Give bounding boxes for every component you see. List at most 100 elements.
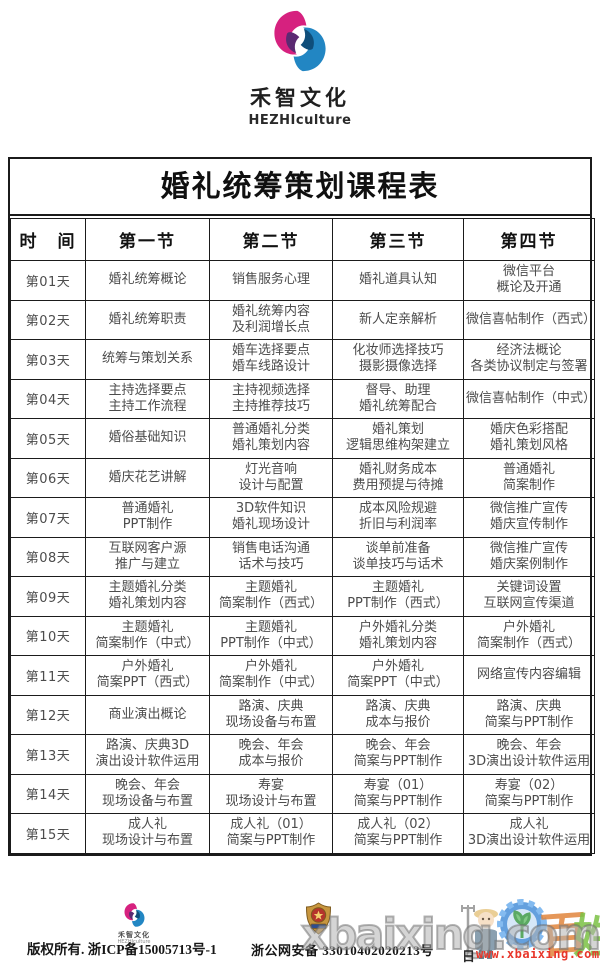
header-brand: 禾智文化 HEZHIculture — [0, 8, 600, 128]
column-header-session1: 第一节 — [85, 218, 210, 261]
session-cell: 成人礼 3D演出设计软件运用 — [463, 813, 595, 854]
day-cell: 第10天 — [10, 615, 86, 656]
session-cell: 微信推广宣传 婚庆宣传制作 — [463, 497, 595, 538]
copyright-text: 版权所有. 浙ICP备15005713号-1 — [27, 942, 217, 957]
table-row: 第03天 统筹与策划关系 婚车选择要点 婚车线路设计 化妆师选择技巧 摄影摄像选… — [10, 339, 595, 380]
day-cell: 第13天 — [10, 734, 86, 775]
session-cell: 微信喜帖制作（西式） — [463, 299, 596, 340]
table-row: 第11天 户外婚礼 简案PPT（西式） 户外婚礼 简案制作（中式） 户外婚礼 简… — [10, 655, 595, 696]
table-row: 第12天 商业演出概论 路演、庆典 现场设备与布置 路演、庆典 成本与报价 路演… — [10, 694, 595, 735]
footer-brand: 禾智文化 HEZHIculture — [100, 902, 168, 945]
police-badge-icon — [305, 902, 332, 935]
session-cell: 销售服务心理 — [209, 260, 333, 301]
session-cell: 晚会、年会 现场设备与布置 — [85, 773, 210, 814]
footer: 禾智文化 HEZHIculture 版权所有. 浙ICP备15005713号-1… — [0, 890, 600, 972]
session-cell: 成人礼（01） 简案与PPT制作 — [209, 813, 333, 854]
day-cell: 第14天 — [10, 773, 86, 814]
session-cell: 婚礼策划 逻辑思维构架建立 — [332, 418, 464, 459]
table-row: 第01天 婚礼统筹概论 销售服务心理 婚礼道具认知 微信平台 概论及开通 — [10, 260, 595, 301]
session-cell: 晚会、年会 3D演出设计软件运用 — [463, 734, 595, 775]
brand-name-cn: 禾智文化 — [250, 86, 350, 110]
day-cell: 第15天 — [10, 813, 86, 854]
day-cell: 第11天 — [10, 655, 86, 696]
session-cell: 普通婚礼 PPT制作 — [85, 497, 210, 538]
table-row: 第04天 主持选择要点 主持工作流程 主持视频选择 主持推荐技巧 督导、助理 婚… — [10, 378, 596, 419]
session-cell: 成人礼 现场设计与布置 — [85, 813, 210, 854]
table-row: 第08天 互联网客户源 推广与建立 销售电话沟通 话术与技巧 谈单前准备 谈单技… — [10, 536, 595, 577]
session-cell: 主题婚礼分类 婚礼策划内容 — [85, 576, 210, 617]
session-cell: 普通婚礼分类 婚礼策划内容 — [209, 418, 333, 459]
session-cell: 路演、庆典3D 演出设计软件运用 — [85, 734, 210, 775]
day-cell: 第02天 — [10, 299, 86, 340]
session-cell: 销售电话沟通 话术与技巧 — [209, 536, 333, 577]
session-cell: 婚俗基础知识 — [85, 418, 210, 459]
session-cell: 督导、助理 婚礼统筹配合 — [332, 378, 464, 419]
session-cell: 户外婚礼 简案PPT（中式） — [332, 655, 464, 696]
police-registration-text: 浙公网安备 33010402020213号 — [251, 943, 434, 958]
footer-brand-cn: 禾智文化 — [118, 931, 150, 939]
column-header-time: 时 间 — [10, 218, 86, 261]
session-cell: 谈单前准备 谈单技巧与话术 — [332, 536, 464, 577]
session-cell: 户外婚礼 简案制作（中式） — [209, 655, 333, 696]
table-row: 第07天 普通婚礼 PPT制作 3D软件知识 婚礼现场设计 成本风险规避 折旧与… — [10, 497, 595, 538]
session-cell: 化妆师选择技巧 摄影摄像选择 — [332, 339, 464, 380]
hezhi-logo-small-icon — [124, 903, 144, 927]
table-row: 第02天 婚礼统筹职责 婚礼统筹内容 及利润增长点 新人定亲解析 微信喜帖制作（… — [10, 299, 596, 340]
table-row: 第06天 婚庆花艺讲解 灯光音响 设计与配置 婚礼财务成本 费用预提与待摊 普通… — [10, 457, 595, 498]
column-header-session2: 第二节 — [209, 218, 333, 261]
session-cell: 微信推广宣传 婚庆案例制作 — [463, 536, 595, 577]
hezhi-logo-icon — [274, 10, 326, 72]
session-cell: 经济法概论 各类协议制定与签署 — [463, 339, 595, 380]
day-cell: 第07天 — [10, 497, 86, 538]
footer-brand-en: HEZHIculture — [117, 939, 151, 945]
session-cell: 婚礼统筹概论 — [85, 260, 210, 301]
table-row: 第15天 成人礼 现场设计与布置 成人礼（01） 简案与PPT制作 成人礼（02… — [10, 813, 595, 854]
session-cell: 户外婚礼分类 婚礼策划内容 — [332, 615, 464, 656]
session-cell: 婚礼统筹内容 及利润增长点 — [209, 299, 333, 340]
brand-name-en: HEZHIculture — [248, 113, 352, 128]
day-cell: 第09天 — [10, 576, 86, 617]
session-cell: 网络宣传内容编辑 — [463, 655, 595, 696]
session-cell: 路演、庆典 现场设备与布置 — [209, 694, 333, 735]
day-cell: 第12天 — [10, 694, 86, 735]
session-cell: 晚会、年会 简案与PPT制作 — [332, 734, 464, 775]
schedule-grid: 时 间 第一节 第二节 第三节 第四节 第01天 婚礼统筹概论 销售服务心理 婚… — [10, 218, 596, 854]
session-cell: 普通婚礼 简案制作 — [463, 457, 595, 498]
session-cell: 主持视频选择 主持推荐技巧 — [209, 378, 333, 419]
day-cell: 第04天 — [10, 378, 86, 419]
session-cell: 户外婚礼 简案制作（西式） — [463, 615, 595, 656]
session-cell: 成本风险规避 折旧与利润率 — [332, 497, 464, 538]
table-row: 第05天 婚俗基础知识 普通婚礼分类 婚礼策划内容 婚礼策划 逻辑思维构架建立 … — [10, 418, 595, 459]
session-cell: 寿宴（01） 简案与PPT制作 — [332, 773, 464, 814]
session-cell: 晚会、年会 成本与报价 — [209, 734, 333, 775]
column-header-session4: 第四节 — [463, 218, 595, 261]
session-cell: 互联网客户源 推广与建立 — [85, 536, 210, 577]
session-cell: 路演、庆典 成本与报价 — [332, 694, 464, 735]
day-cell: 第05天 — [10, 418, 86, 459]
course-table: 婚礼统筹策划课程表 时 间 第一节 第二节 第三节 第四节 第01天 婚礼统筹概… — [8, 157, 596, 856]
header-row: 时 间 第一节 第二节 第三节 第四节 — [10, 218, 595, 261]
day-cell: 第08天 — [10, 536, 86, 577]
session-cell: 微信平台 概论及开通 — [463, 260, 595, 301]
session-cell: 户外婚礼 简案PPT（西式） — [85, 655, 210, 696]
session-cell: 婚礼统筹职责 — [85, 299, 210, 340]
session-cell: 主题婚礼 PPT制作（西式） — [332, 576, 464, 617]
session-cell: 寿宴（02） 简案与PPT制作 — [463, 773, 595, 814]
table-row: 第09天 主题婚礼分类 婚礼策划内容 主题婚礼 简案制作（西式） 主题婚礼 PP… — [10, 576, 595, 617]
session-cell: 微信喜帖制作（中式） — [463, 378, 596, 419]
session-cell: 成人礼（02） 简案与PPT制作 — [332, 813, 464, 854]
session-cell: 主题婚礼 PPT制作（中式） — [209, 615, 333, 656]
table-row: 第13天 路演、庆典3D 演出设计软件运用 晚会、年会 成本与报价 晚会、年会 … — [10, 734, 595, 775]
column-header-session3: 第三节 — [332, 218, 464, 261]
session-cell: 婚庆花艺讲解 — [85, 457, 210, 498]
session-cell: 3D软件知识 婚礼现场设计 — [209, 497, 333, 538]
session-cell: 新人定亲解析 — [332, 299, 464, 340]
session-cell: 主题婚礼 简案制作（中式） — [85, 615, 210, 656]
session-cell: 商业演出概论 — [85, 694, 210, 735]
session-cell: 寿宴 现场设计与布置 — [209, 773, 333, 814]
day-cell: 第06天 — [10, 457, 86, 498]
table-row: 第10天 主题婚礼 简案制作（中式） 主题婚礼 PPT制作（中式） 户外婚礼分类… — [10, 615, 595, 656]
session-cell: 主持选择要点 主持工作流程 — [85, 378, 210, 419]
session-cell: 主题婚礼 简案制作（西式） — [209, 576, 333, 617]
session-cell: 婚庆色彩搭配 婚礼策划风格 — [463, 418, 595, 459]
